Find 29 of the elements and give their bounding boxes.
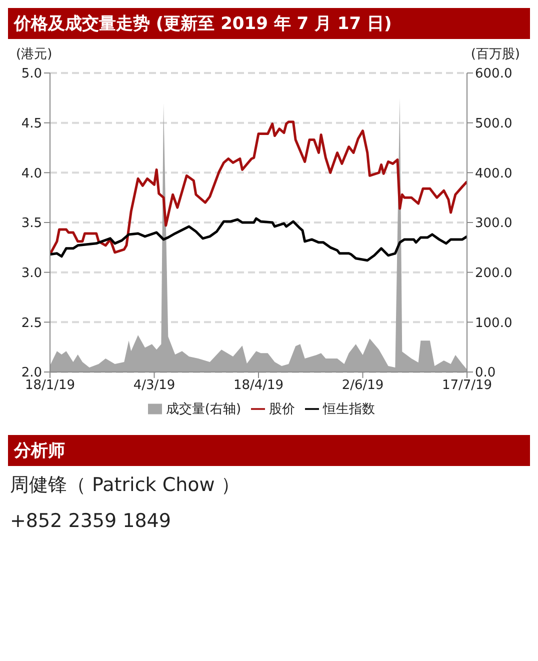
y-tick-label: 4.5 [21, 116, 42, 132]
y2-tick-label: 0.0 [475, 366, 496, 381]
line-series [50, 217, 467, 262]
legend-label: 恒生指数 [323, 402, 376, 417]
y2-tick-label: 500.0 [475, 116, 512, 132]
legend-label: 成交量(右轴) [166, 402, 242, 417]
text: 周健锋（ Patrick Chow ） [9, 473, 241, 498]
y-axis-title: (港元) [16, 46, 52, 63]
y-tick-label: 4.0 [21, 166, 42, 182]
x-tick-label: 4/3/19 [133, 378, 176, 394]
line-series [50, 120, 467, 256]
x-tick-label: 18/1/19 [24, 378, 76, 394]
x-tick-label: 17/7/19 [442, 378, 492, 394]
y2-tick-label: 200.0 [475, 266, 512, 281]
legend-label: 股价 [269, 402, 296, 417]
y2-tick-label: 600.0 [475, 66, 512, 82]
y-tick-label: 3.5 [21, 216, 42, 232]
y-tick-label: 2.5 [21, 316, 42, 331]
y2-tick-label: 400.0 [475, 166, 512, 182]
y-tick-label: 5.0 [21, 66, 42, 82]
x-tick-label: 2/6/19 [342, 378, 384, 394]
text: +852 2359 1849 [9, 509, 172, 534]
y-tick-label: 3.0 [21, 266, 42, 281]
text: 分析师 [8, 435, 530, 466]
y2-tick-label: 300.0 [475, 216, 512, 232]
x-tick-label: 18/4/19 [233, 378, 284, 394]
chart-title: 价格及成交量走势 (更新至 2019 年 7 月 17 日) [8, 8, 530, 39]
y2-tick-label: 100.0 [475, 316, 512, 331]
y2-axis-title: (百万股) [470, 46, 520, 63]
